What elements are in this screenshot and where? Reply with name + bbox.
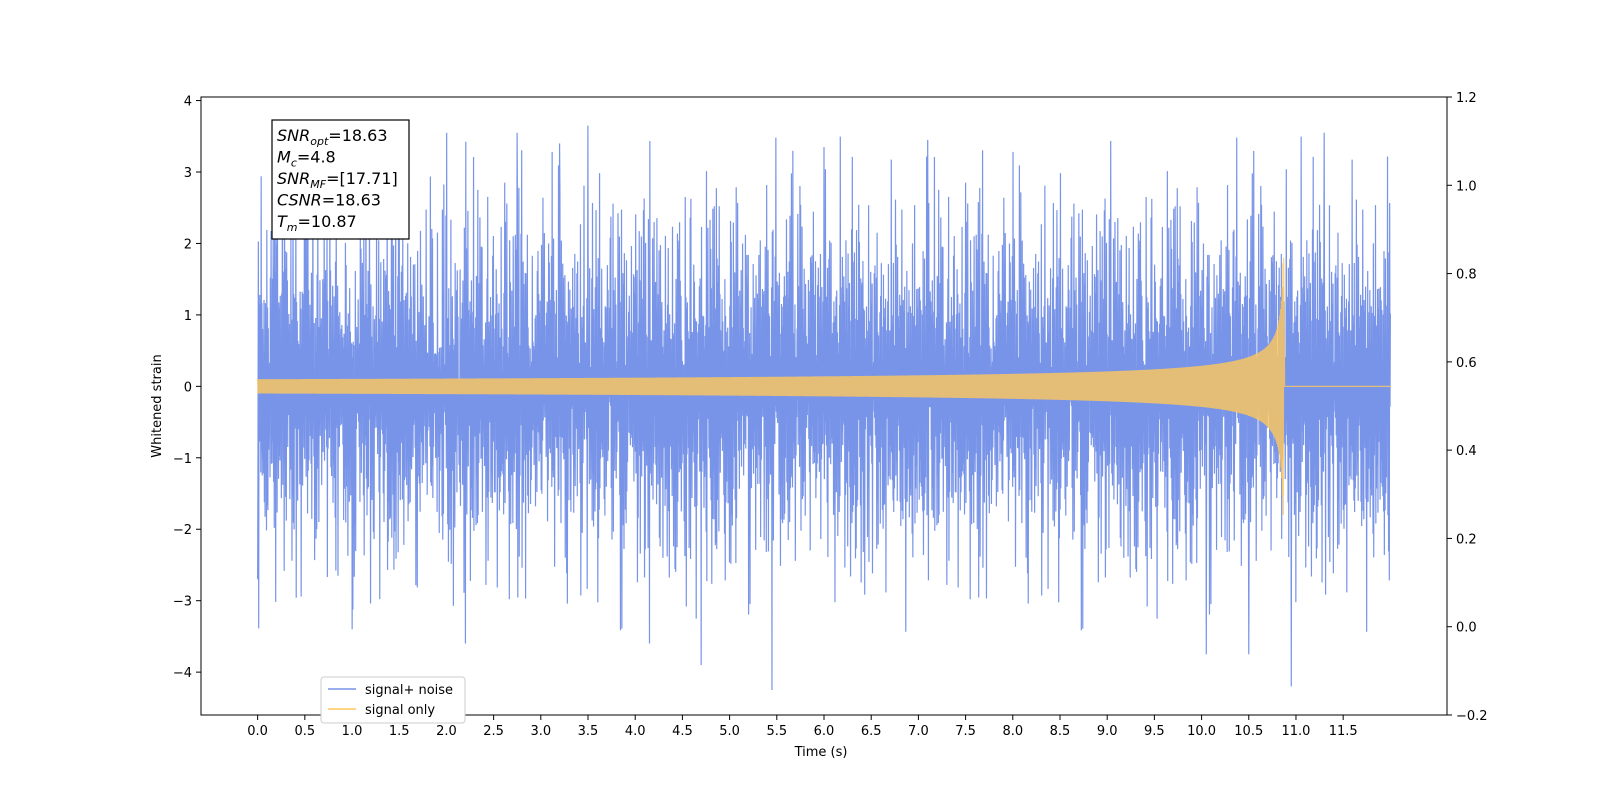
x-tick-label: 6.5 [861, 724, 882, 739]
x-tick-label: 7.0 [908, 724, 929, 739]
y-left-tick-label: 0 [184, 380, 192, 395]
x-tick-label: 1.0 [342, 724, 363, 739]
x-tick-label: 9.0 [1097, 724, 1118, 739]
y-right-tick-label: 1.0 [1456, 179, 1477, 194]
y-right-tick-label: 0.6 [1456, 356, 1477, 371]
x-tick-label: 4.0 [625, 724, 646, 739]
y-right-tick-label: 1.2 [1456, 91, 1477, 106]
x-tick-label: 2.0 [436, 724, 457, 739]
x-tick-label: 4.5 [672, 724, 693, 739]
y-left-tick-label: −4 [173, 666, 192, 681]
y-right-tick-label: −0.2 [1456, 709, 1488, 724]
y-left-tick-label: −2 [173, 523, 192, 538]
x-tick-label: 7.5 [955, 724, 976, 739]
x-tick-label: 0.0 [247, 724, 268, 739]
x-tick-label: 11.5 [1329, 724, 1358, 739]
y-axis-right-ticks: 1.2 1.0 0.8 0.6 0.4 0.2 0.0 −0.2 [1447, 91, 1488, 724]
x-axis-ticks: 0.0 0.5 1.0 1.5 2.0 2.5 3.0 3.5 4.0 4.5 5.0 5.5 6.0 6… [247, 715, 1358, 739]
annotation-line: SNRopt=18.63 [277, 126, 388, 148]
annotation-line: SNRMF=[17.71] [277, 169, 398, 191]
annotation-line: CSNR=18.63 [277, 191, 381, 210]
y-left-tick-label: 3 [184, 166, 192, 181]
x-tick-label: 10.0 [1187, 724, 1216, 739]
x-tick-label: 0.5 [294, 724, 315, 739]
signal-only-line [257, 257, 1391, 515]
y-left-tick-label: 2 [184, 237, 192, 252]
x-axis-label: Time (s) [794, 745, 848, 760]
x-tick-label: 9.5 [1144, 724, 1165, 739]
y-right-tick-label: 0.8 [1456, 268, 1477, 283]
x-tick-label: 2.5 [483, 724, 504, 739]
x-tick-label: 3.5 [578, 724, 599, 739]
signal-only-series [257, 257, 1391, 515]
annotation-line: Tm=10.87 [277, 212, 357, 234]
y-right-tick-label: 0.2 [1456, 532, 1477, 547]
legend: signal+ noise signal only [320, 676, 466, 724]
x-tick-label: 5.0 [719, 724, 740, 739]
y-right-tick-label: 0.4 [1456, 444, 1477, 459]
y-left-tick-label: 1 [184, 309, 192, 324]
y-left-tick-label: 4 [184, 95, 192, 110]
legend-label-signal-only: signal only [365, 703, 435, 718]
x-tick-label: 11.0 [1281, 724, 1310, 739]
x-tick-label: 8.5 [1050, 724, 1071, 739]
legend-label-signal-noise: signal+ noise [365, 683, 453, 698]
y-axis-left-ticks: 4 3 2 1 0 −1 −2 −3 −4 [173, 95, 201, 681]
x-tick-label: 10.5 [1234, 724, 1263, 739]
annotation-line: Mc=4.8 [277, 148, 336, 170]
y-axis-label: Whitened strain [150, 354, 165, 457]
x-tick-label: 3.0 [530, 724, 551, 739]
x-tick-label: 8.0 [1002, 724, 1023, 739]
x-tick-label: 6.0 [814, 724, 835, 739]
y-left-tick-label: −1 [173, 452, 192, 467]
x-tick-label: 5.5 [766, 724, 787, 739]
y-right-tick-label: 0.0 [1456, 621, 1477, 636]
y-left-tick-label: −3 [173, 595, 192, 610]
x-tick-label: 1.5 [389, 724, 410, 739]
annotation-box: SNRopt=18.63Mc=4.8SNRMF=[17.71]CSNR=18.6… [271, 119, 410, 240]
